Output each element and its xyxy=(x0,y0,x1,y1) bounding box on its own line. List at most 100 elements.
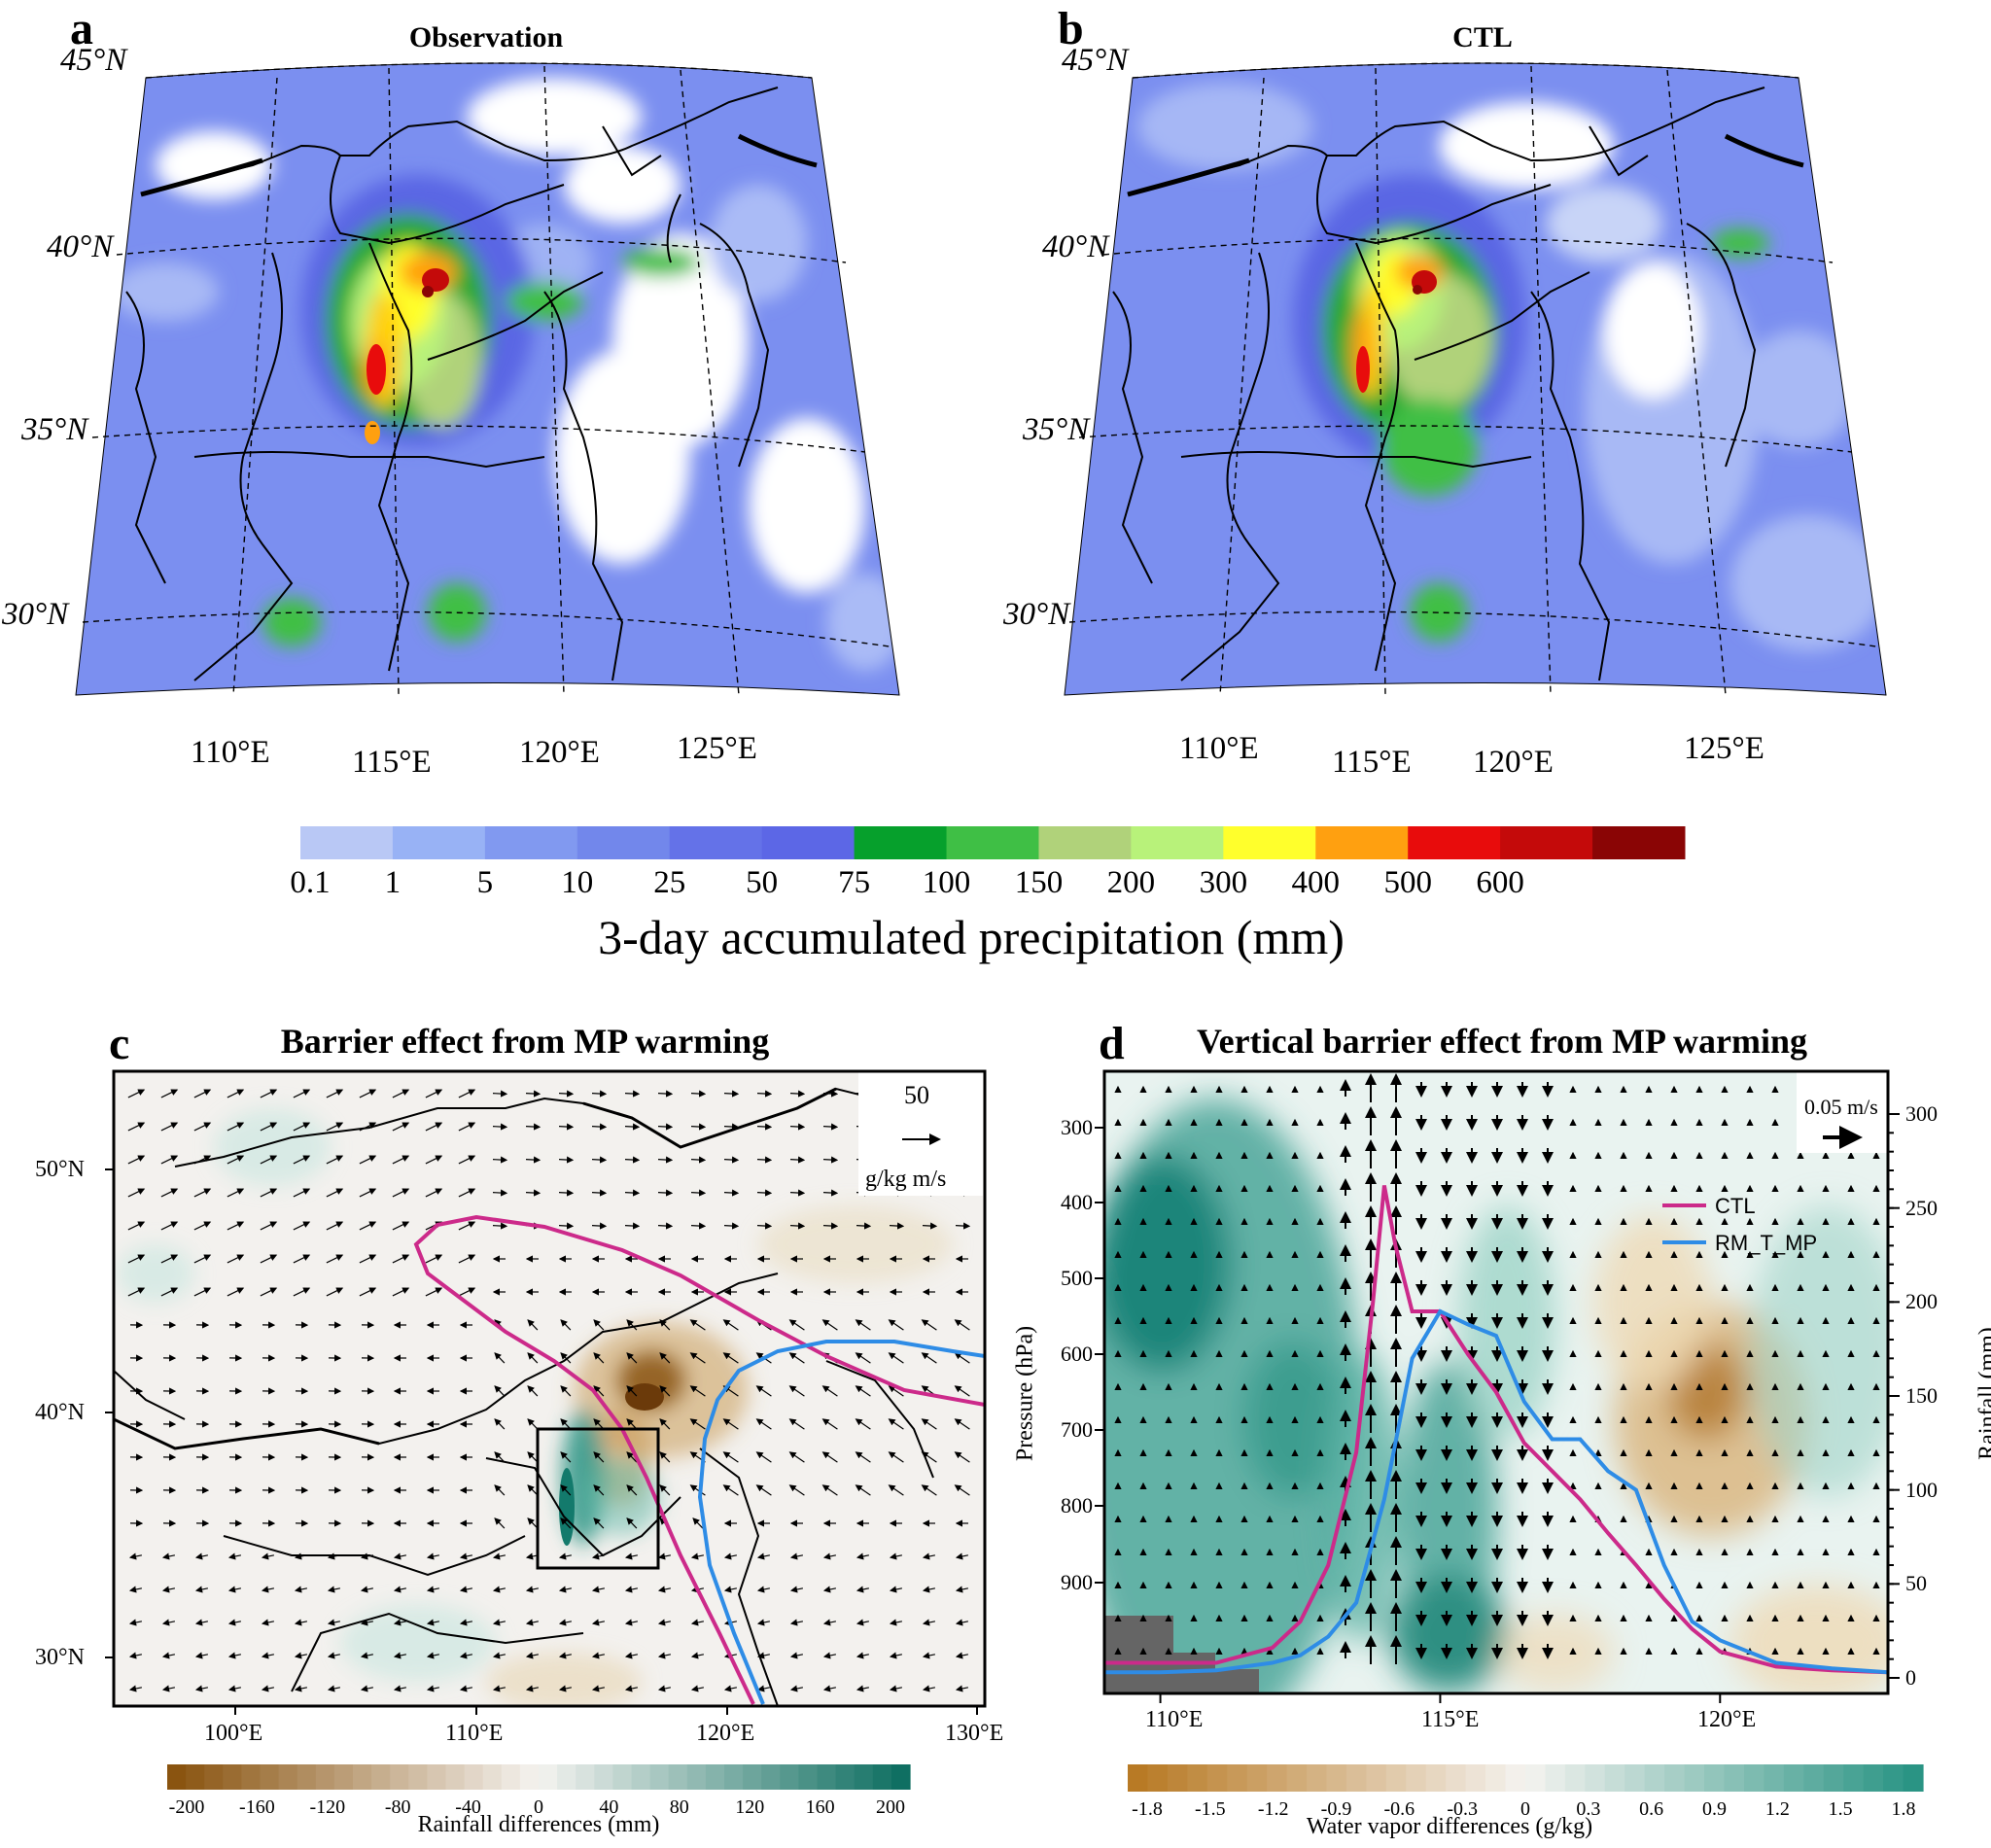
wind-vector xyxy=(593,1517,605,1529)
panel-b-title: CTL xyxy=(1452,21,1513,53)
colorbar-swatch xyxy=(798,1764,819,1790)
wind-vector xyxy=(558,1189,575,1197)
wind-vector xyxy=(492,1222,508,1230)
colorbar-swatch xyxy=(333,1764,354,1790)
wind-vector xyxy=(888,1451,904,1463)
wind-vector xyxy=(458,1155,476,1165)
wind-vector xyxy=(624,1619,638,1626)
precip-colorbar-swatch xyxy=(300,826,394,859)
wind-vector xyxy=(690,1685,704,1692)
colorbar-swatch xyxy=(668,1764,688,1790)
colorbar-swatch xyxy=(1446,1764,1467,1792)
wind-vector xyxy=(161,1586,175,1593)
wind-vector xyxy=(426,1685,439,1692)
wind-vector xyxy=(492,1156,508,1164)
wind-vector xyxy=(492,1685,506,1692)
wind-vector xyxy=(293,1221,311,1231)
colorbar-tick: 1.5 xyxy=(1828,1798,1853,1820)
study-box-c xyxy=(536,1427,660,1570)
graticule-a xyxy=(82,62,891,696)
panel-d-label: d xyxy=(1099,1018,1125,1069)
wind-vector xyxy=(657,1189,674,1197)
colorbar-swatch xyxy=(1246,1764,1268,1792)
wind-vector xyxy=(227,1155,245,1165)
lat-label-40-c: 40°N xyxy=(35,1400,85,1425)
rainfall-tick: 100 xyxy=(1905,1477,1938,1502)
precip-colorbar-tick: 400 xyxy=(1291,865,1341,900)
lat-label-40-b: 40°N xyxy=(1042,229,1109,264)
wind-vector xyxy=(459,1586,472,1593)
panel-c-title: Barrier effect from MP warming xyxy=(280,1022,770,1061)
colorbar-swatch xyxy=(186,1764,205,1790)
panel-b-label: b xyxy=(1058,3,1084,54)
wind-vector xyxy=(889,1652,902,1659)
wind-vector xyxy=(690,1156,707,1164)
colorbar-swatch xyxy=(223,1764,242,1790)
precip-colorbar-title: 3-day accumulated precipitation (mm) xyxy=(598,910,1345,964)
wind-vector xyxy=(624,1123,641,1131)
wind-vector xyxy=(425,1155,443,1165)
ctl-contour-c xyxy=(413,1214,985,1705)
wind-vector xyxy=(392,1089,410,1098)
rm-t-mp-rainfall-line xyxy=(1104,1308,1888,1675)
wind-vector xyxy=(657,1090,674,1098)
wind-vector xyxy=(160,1188,179,1198)
wind-vector xyxy=(657,1586,671,1593)
lon-label-120-a: 120°E xyxy=(519,735,600,770)
boundaries-b xyxy=(1112,87,1765,681)
wind-vector xyxy=(954,1484,970,1496)
wind-vector xyxy=(756,1189,773,1197)
wind-vector xyxy=(689,1319,706,1331)
wind-vector xyxy=(527,1319,539,1331)
wind-vector xyxy=(626,1352,638,1364)
wind-vector xyxy=(954,1385,970,1397)
colorbar-swatch xyxy=(1783,1764,1804,1792)
wind-vector xyxy=(756,1123,773,1131)
colorbar-swatch xyxy=(1187,1764,1208,1792)
rainfall-tick: 250 xyxy=(1905,1195,1938,1220)
wind-vector xyxy=(755,1385,772,1397)
wind-vector xyxy=(723,1685,737,1692)
wind-vector xyxy=(494,1352,506,1364)
colorbar-tick: 40 xyxy=(599,1796,619,1818)
precip-colorbar-tick: 50 xyxy=(746,865,779,900)
wind-vector xyxy=(856,1586,869,1593)
wind-vector xyxy=(591,1222,608,1230)
wind-vector xyxy=(755,1451,772,1463)
colorbar-swatch xyxy=(408,1764,428,1790)
lon-label-120-b: 120°E xyxy=(1473,745,1554,780)
precip-colorbar-tick: 300 xyxy=(1199,865,1248,900)
lat-label-30-b: 30°N xyxy=(1003,597,1070,632)
wind-vector xyxy=(955,1222,971,1230)
wind-vector xyxy=(392,1221,410,1231)
wind-vector xyxy=(458,1254,476,1264)
wind-vector xyxy=(459,1552,472,1560)
wind-vector xyxy=(261,1586,274,1593)
wind-vector xyxy=(127,1221,146,1231)
wind-vector xyxy=(722,1319,739,1331)
wind-vector xyxy=(359,1089,377,1098)
precip-colorbar-tick: 75 xyxy=(838,865,871,900)
lon-label-110-b: 110°E xyxy=(1179,731,1259,766)
colorbar-tick: -1.8 xyxy=(1132,1798,1163,1820)
wind-vector xyxy=(359,1155,377,1165)
wind-vector xyxy=(326,1155,344,1165)
wind-vector xyxy=(260,1155,278,1165)
colorbar-swatch xyxy=(743,1764,762,1790)
wind-vector xyxy=(659,1385,671,1397)
wind-vector xyxy=(788,1385,805,1397)
precip-colorbar-tick: 1 xyxy=(384,865,402,900)
wind-vector xyxy=(689,1352,706,1364)
wind-vector xyxy=(458,1122,476,1132)
colorbar-tick: -40 xyxy=(455,1796,481,1818)
wind-vector xyxy=(822,1685,836,1692)
wind-vector xyxy=(392,1254,410,1264)
wind-vector xyxy=(525,1652,539,1659)
wind-vector xyxy=(558,1685,572,1692)
rainfall-tick: 0 xyxy=(1905,1665,1916,1690)
ctl-rainfall-line xyxy=(1104,1185,1888,1675)
wind-vector xyxy=(494,1451,506,1463)
wind-vector xyxy=(326,1122,344,1132)
wind-vector xyxy=(593,1352,605,1364)
wind-vector xyxy=(293,1089,311,1098)
